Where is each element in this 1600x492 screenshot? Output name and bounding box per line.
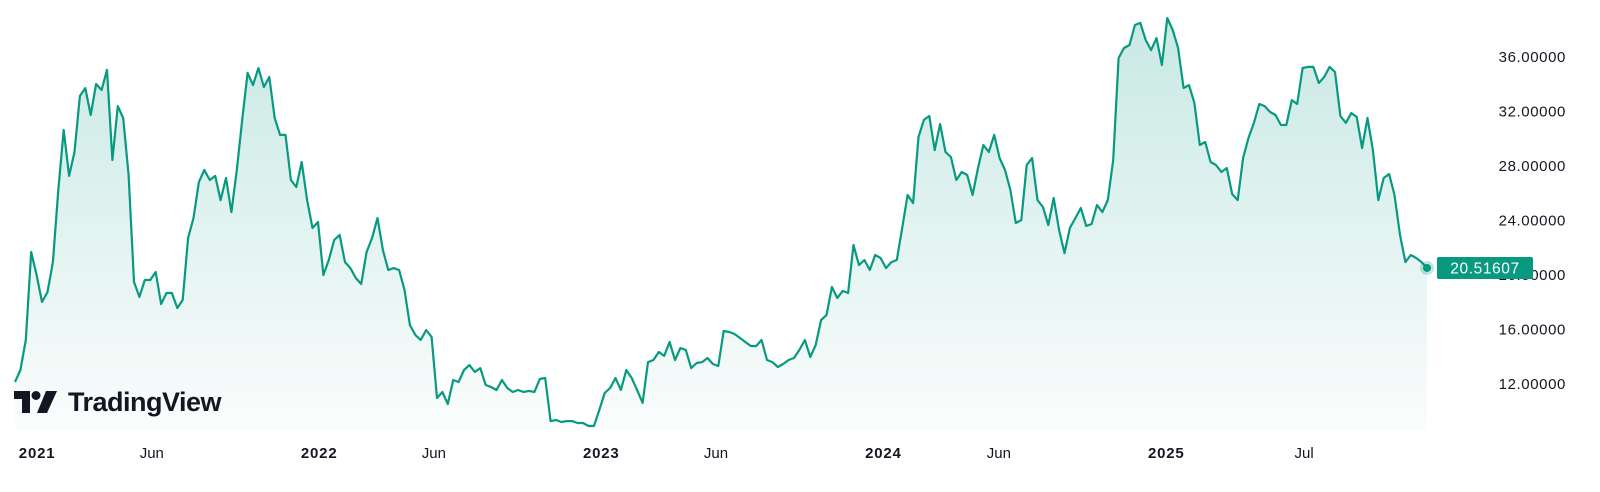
x-tick-label: Jun — [987, 445, 1011, 462]
last-price-value: 20.51607 — [1450, 260, 1519, 277]
tradingview-logo-icon — [14, 391, 57, 413]
price-line — [13, 16, 1428, 428]
x-tick-label: 2023 — [583, 445, 620, 462]
y-tick-label: 12.00000 — [1499, 376, 1566, 393]
x-tick-label: 2024 — [865, 445, 902, 462]
y-tick-label: 36.00000 — [1499, 49, 1566, 66]
tradingview-logo[interactable]: TradingView — [14, 384, 222, 420]
y-axis: 12.0000016.0000020.0000024.0000028.00000… — [1499, 49, 1566, 393]
x-tick-label: Jun — [422, 445, 446, 462]
last-price-label: 20.51607 — [1437, 256, 1533, 279]
x-tick-label: Jun — [704, 445, 728, 462]
x-tick-label: Jul — [1295, 445, 1314, 462]
logo-text: TradingView — [68, 386, 222, 417]
x-axis: 2021 Jun 2022 Jun 2023 Jun 2024 Jun 2025 Jul — [19, 445, 1314, 462]
y-tick-label: 28.00000 — [1499, 158, 1566, 175]
x-tick-label: 2025 — [1148, 445, 1185, 462]
y-tick-label: 32.00000 — [1499, 104, 1566, 121]
price-area-fill — [15, 18, 1427, 430]
y-tick-label: 16.00000 — [1499, 322, 1566, 339]
x-tick-label: Jun — [140, 445, 164, 462]
y-tick-label: 24.00000 — [1499, 213, 1566, 230]
x-tick-label: 2022 — [301, 445, 338, 462]
last-point-marker — [1423, 263, 1431, 272]
x-tick-label: 2021 — [19, 445, 56, 462]
